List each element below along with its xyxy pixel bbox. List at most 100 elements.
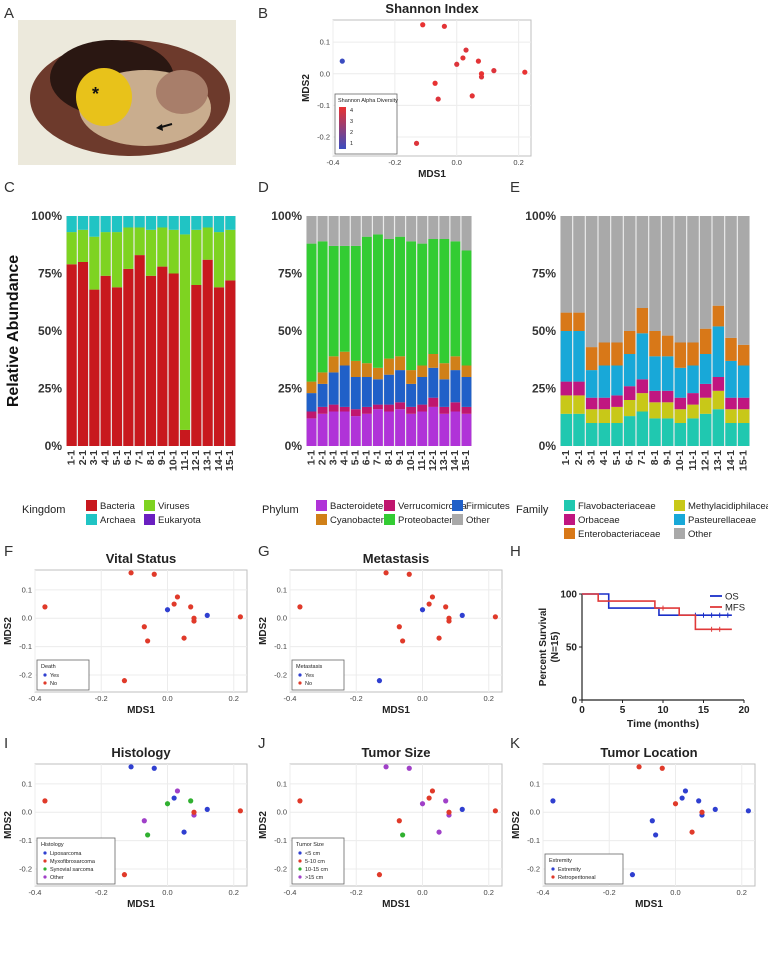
bar-segment <box>373 409 383 446</box>
x-tick-label: 0.2 <box>484 888 494 897</box>
bar-segment <box>145 229 157 276</box>
x-tick-label: -0.4 <box>537 888 550 897</box>
bar-segment <box>417 216 428 244</box>
data-point <box>413 140 420 146</box>
bar-segment <box>66 264 77 446</box>
bar-segment <box>598 423 611 446</box>
bar-segment <box>699 328 712 354</box>
bar-segment <box>450 370 461 403</box>
x-tick-label: 12-1 <box>427 450 439 471</box>
y-tick-label: 100% <box>31 209 62 223</box>
bar-segment <box>134 216 145 228</box>
bar-segment <box>384 374 394 405</box>
bar-segment <box>585 370 598 398</box>
legend-marker <box>298 681 302 685</box>
bar-segment <box>661 356 674 391</box>
x-tick-label: 6-1 <box>623 450 635 465</box>
bar-segment <box>317 413 328 446</box>
y-tick-label: 100% <box>525 209 556 223</box>
bar-segment <box>573 413 585 446</box>
legend-title: Extremity <box>549 858 572 864</box>
legend-title: Phylum <box>262 504 299 516</box>
x-tick-label: 0.2 <box>229 888 239 897</box>
asterisk-marker: * <box>92 84 99 104</box>
bar-segment <box>111 232 123 288</box>
bar-segment <box>123 268 134 446</box>
data-point <box>174 594 181 600</box>
y-tick-label: 50% <box>532 324 556 338</box>
x-tick-label: 1-1 <box>560 450 572 465</box>
scatter-panel-f: -0.4 -0.2 0.0 0.2 0.1 0.0 -0.1 -0.2 Vital Status… <box>3 551 248 716</box>
legend-swatch <box>564 500 575 511</box>
data-point <box>629 872 636 878</box>
y-tick-label: 0.1 <box>530 779 540 788</box>
panel-letter-h: H <box>510 543 521 560</box>
legend-title: Family <box>516 504 549 516</box>
bar-segment <box>573 312 585 331</box>
y-axis-label: MDS2 <box>3 811 14 839</box>
x-tick-label: 14-1 <box>725 450 737 471</box>
legend-marker <box>43 681 47 685</box>
data-point <box>188 604 194 610</box>
bar-segment <box>450 241 461 357</box>
data-point <box>443 798 449 804</box>
y-axis-label: MDS2 <box>511 811 522 839</box>
bar-segment <box>611 342 623 366</box>
bar-segment <box>687 365 699 394</box>
y-axis-label: (N=15) <box>550 632 561 663</box>
x-tick-label: 11-1 <box>687 450 699 471</box>
data-point <box>429 788 436 794</box>
bar-segment <box>661 418 674 446</box>
chart-title: Vital Status <box>106 551 177 566</box>
data-point <box>121 678 128 684</box>
x-axis-label: MDS1 <box>635 899 663 910</box>
x-axis-label: MDS1 <box>418 169 446 180</box>
x-tick-label: 13-1 <box>201 450 213 471</box>
legend-label: Orbaceae <box>578 515 620 526</box>
y-tick-label: 0% <box>285 439 303 453</box>
bar-segment <box>350 216 361 246</box>
data-point <box>297 604 303 610</box>
data-point <box>459 806 465 812</box>
bar-segment <box>573 216 585 313</box>
data-point <box>376 872 383 878</box>
bar-segment <box>699 354 712 384</box>
legend-label: Yes <box>305 673 314 679</box>
x-tick-label: 4-1 <box>339 450 351 465</box>
data-point <box>181 829 187 835</box>
x-tick-label: 0.0 <box>417 694 427 703</box>
bar-segment <box>623 216 636 331</box>
bar-segment <box>100 275 111 446</box>
bar-segment <box>725 409 737 423</box>
bar-segment <box>699 397 712 414</box>
bar-segment <box>712 305 725 327</box>
y-tick-label: -0.2 <box>274 670 287 679</box>
x-tick-label: 0.2 <box>484 694 494 703</box>
data-point <box>522 69 528 75</box>
y-tick-label: -0.2 <box>317 133 330 142</box>
bar-segment <box>737 365 750 398</box>
x-tick-label: 15-1 <box>460 450 472 471</box>
bar-segment <box>450 216 461 242</box>
legend-tick-label: 1 <box>350 141 353 147</box>
x-tick-label: 10-1 <box>405 450 417 471</box>
legend-marker <box>298 851 302 855</box>
bar-segment <box>202 259 213 446</box>
bar-segment <box>373 367 383 380</box>
bar-segment <box>417 404 428 412</box>
y-tick-label: -0.1 <box>274 642 287 651</box>
bar-segment <box>737 216 750 345</box>
y-axis-label: Percent Survival <box>538 608 549 687</box>
survival-line-mfs <box>582 593 732 631</box>
legend-label: Verrucomicrobia <box>398 501 467 512</box>
x-tick-label: -0.2 <box>603 888 616 897</box>
legend: Family Flavobacteriaceae Methylacidiphilac… <box>516 500 768 540</box>
legend-swatch <box>674 514 685 525</box>
legend-label: Eukaryota <box>158 515 201 526</box>
legend: Tumor Size <5 cm 5-10 cm 10-15 cm >15 cm <box>291 837 345 885</box>
bar-segment <box>461 377 472 407</box>
legend-label: Viruses <box>158 501 190 512</box>
chart-title: Shannon Index <box>385 1 479 16</box>
legend-title: Shannon Alpha Diversity <box>338 98 398 104</box>
